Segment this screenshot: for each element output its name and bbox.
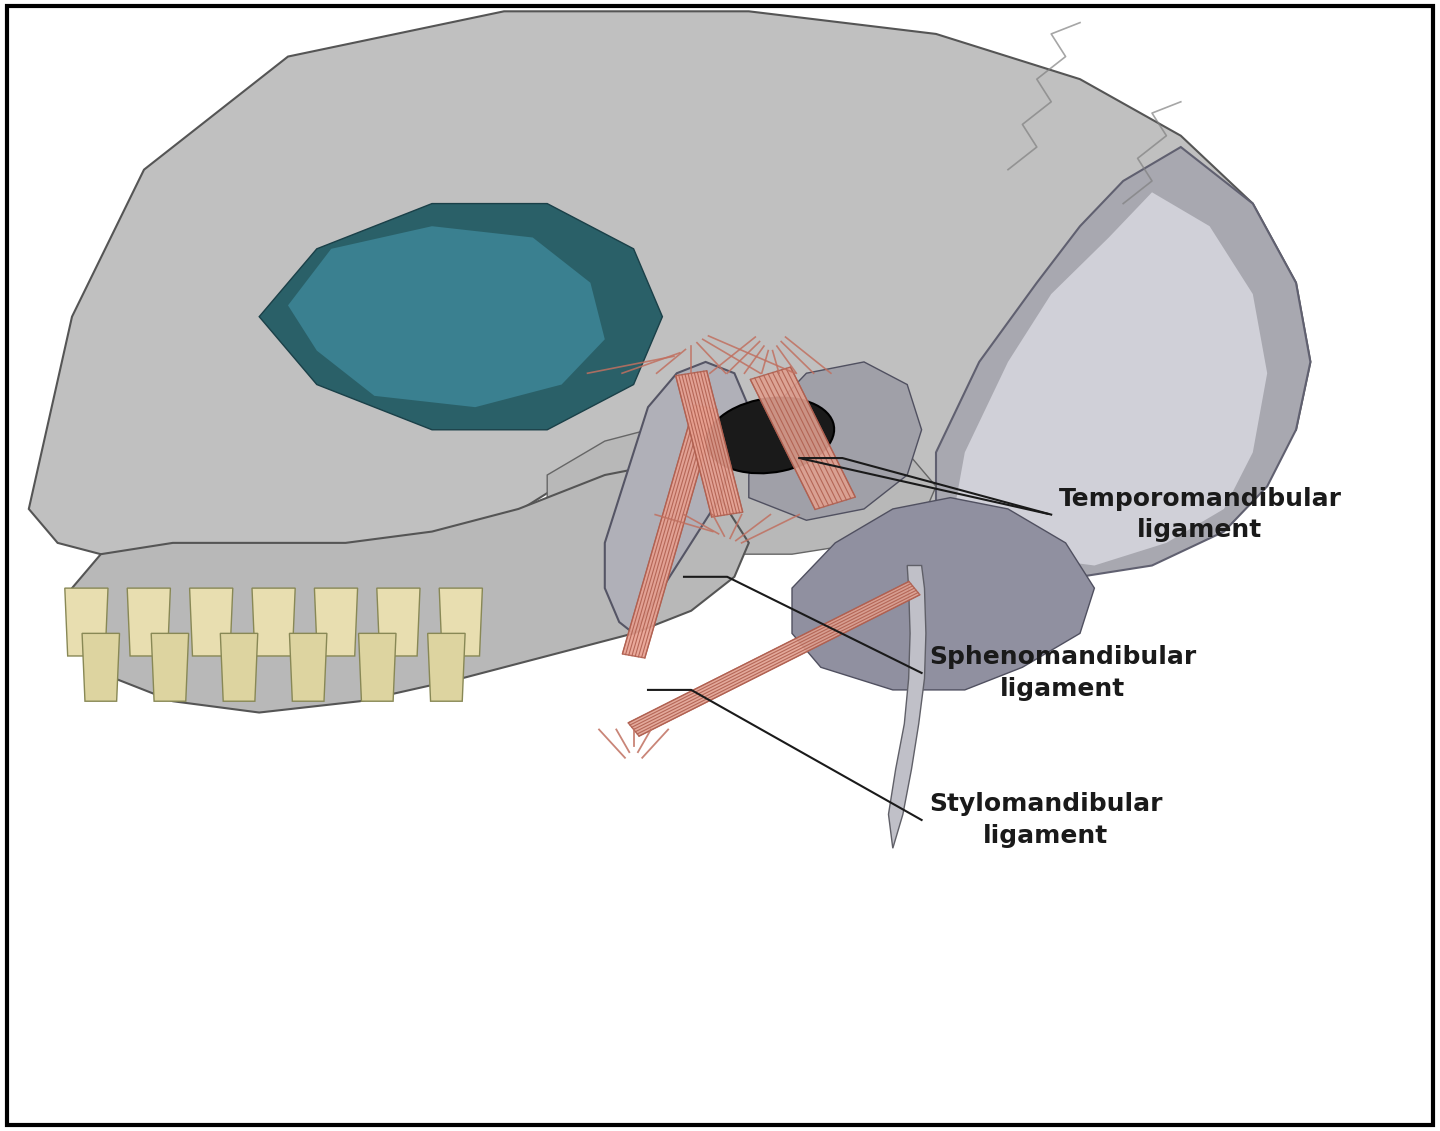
Polygon shape: [29, 11, 1310, 588]
Polygon shape: [936, 147, 1310, 577]
Polygon shape: [888, 566, 926, 848]
Polygon shape: [792, 498, 1094, 690]
Polygon shape: [622, 405, 717, 658]
Ellipse shape: [707, 398, 834, 473]
Polygon shape: [72, 464, 749, 713]
Polygon shape: [377, 588, 420, 656]
Polygon shape: [151, 633, 189, 701]
Polygon shape: [359, 633, 396, 701]
Polygon shape: [288, 226, 605, 407]
Polygon shape: [289, 633, 327, 701]
Polygon shape: [749, 362, 922, 520]
Polygon shape: [314, 588, 357, 656]
Polygon shape: [252, 588, 295, 656]
Text: Sphenomandibular
ligament: Sphenomandibular ligament: [929, 645, 1197, 701]
Polygon shape: [127, 588, 170, 656]
Polygon shape: [439, 588, 482, 656]
Polygon shape: [605, 362, 749, 633]
Polygon shape: [428, 633, 465, 701]
Polygon shape: [675, 371, 743, 517]
Polygon shape: [220, 633, 258, 701]
Polygon shape: [750, 368, 855, 509]
Polygon shape: [190, 588, 233, 656]
Text: Stylomandibular
ligament: Stylomandibular ligament: [929, 792, 1162, 848]
Polygon shape: [547, 418, 936, 554]
Polygon shape: [82, 633, 120, 701]
Polygon shape: [65, 588, 108, 656]
Polygon shape: [950, 192, 1267, 566]
Polygon shape: [628, 581, 920, 736]
Text: Temporomandibular
ligament: Temporomandibular ligament: [1058, 486, 1342, 543]
Polygon shape: [259, 204, 662, 430]
